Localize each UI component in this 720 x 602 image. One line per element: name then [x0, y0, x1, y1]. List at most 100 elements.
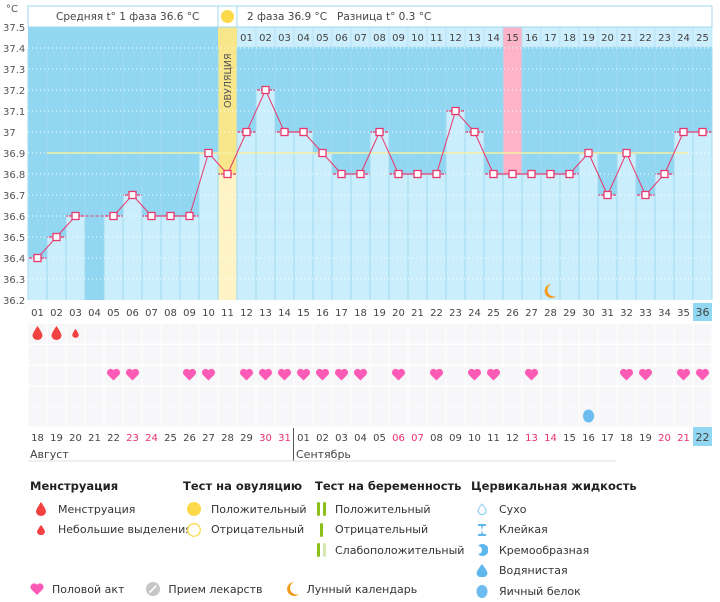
calendar-date-label: 20	[69, 433, 82, 444]
symptom-cell	[484, 387, 503, 407]
cycle-day-label: 02	[50, 308, 63, 319]
calendar-date-label: 05	[373, 433, 386, 444]
calendar-date-label: 16	[582, 433, 595, 444]
symptom-cell	[655, 407, 674, 427]
legend-item: Менструация	[58, 502, 136, 516]
cycle-day-label: 08	[164, 308, 177, 319]
cycle-day-label: 10	[202, 308, 215, 319]
temperature-bar	[66, 216, 85, 300]
symptom-cell	[636, 345, 655, 365]
temperature-bar	[256, 90, 275, 300]
symptom-cell	[674, 324, 693, 344]
symptom-cell	[560, 387, 579, 407]
y-tick-label: 36.3	[3, 275, 25, 286]
symptom-cell	[427, 345, 446, 365]
symptom-cell	[503, 324, 522, 344]
heart-icon	[30, 583, 44, 595]
legend-title: Цервикальная жидкость	[471, 479, 637, 493]
heart-icon	[467, 368, 482, 381]
symptom-cell	[370, 345, 389, 365]
symptom-cell	[465, 387, 484, 407]
symptom-cell	[427, 407, 446, 427]
temperature-point	[356, 169, 365, 179]
symptom-cell	[237, 345, 256, 365]
symptom-cell	[351, 345, 370, 365]
creamy-icon	[471, 544, 493, 557]
symptom-cell	[275, 387, 294, 407]
y-tick-label: 37.1	[3, 107, 25, 118]
calendar-date-label: 22	[696, 431, 710, 444]
calendar-date-label: 04	[354, 433, 367, 444]
symptom-cell	[522, 407, 541, 427]
y-tick-label: 36.7	[3, 191, 25, 202]
symptom-cell	[218, 345, 237, 365]
legend-item: Сухо	[499, 502, 527, 516]
legend-menstruation: Менструация Менструация Небольшие выделе…	[30, 479, 192, 540]
symptom-cell	[237, 324, 256, 344]
temperature-difference: Разница t° 0.3 °C	[337, 11, 431, 23]
sun-negative-icon	[183, 522, 205, 537]
temperature-line-segment	[588, 152, 608, 196]
symptom-cell	[389, 407, 408, 427]
symptom-cell	[465, 324, 484, 344]
legend-item: Отрицательный	[211, 523, 305, 537]
symptom-cell	[579, 387, 598, 407]
symptom-cell	[237, 407, 256, 427]
temperature-point	[109, 211, 118, 221]
calendar-date-label: 08	[430, 433, 443, 444]
temperature-point	[318, 148, 327, 158]
temperature-point	[242, 127, 251, 137]
temperature-bar	[617, 153, 636, 300]
phase2-day-label: 12	[449, 33, 462, 44]
temperature-bar	[693, 132, 712, 300]
calendar-date-label: 19	[50, 433, 63, 444]
temperature-bar	[313, 153, 332, 300]
temperature-point	[337, 169, 346, 179]
symptom-cell	[617, 407, 636, 427]
calendar-date-label: 15	[563, 433, 576, 444]
phase2-day-label: 06	[335, 33, 348, 44]
legend-other: Половой акт Прием лекарств Лунный календ…	[30, 581, 439, 597]
heart-icon	[315, 368, 330, 381]
calendar-date-label: 11	[487, 433, 500, 444]
calendar-date-label: 14	[544, 433, 557, 444]
temperature-point	[546, 169, 555, 179]
symptom-cell	[275, 345, 294, 365]
symptom-cell	[674, 407, 693, 427]
symptom-cell	[370, 366, 389, 386]
temperature-line-segment	[246, 89, 266, 133]
symptom-cell	[522, 387, 541, 407]
phase2-day-label: 08	[373, 33, 386, 44]
temperature-bar	[484, 174, 503, 300]
symptom-cell	[142, 366, 161, 386]
calendar-date-label: 06	[392, 433, 405, 444]
legend-item: Яичный белок	[499, 584, 581, 598]
phase2-day-label: 17	[544, 33, 557, 44]
temperature-bar	[294, 132, 313, 300]
heart-icon	[182, 368, 197, 381]
symptom-cell	[351, 387, 370, 407]
symptom-cell	[541, 324, 560, 344]
calendar-date-label: 18	[31, 433, 44, 444]
temperature-point	[432, 169, 441, 179]
temperature-point	[679, 127, 688, 137]
temperature-point	[33, 253, 42, 263]
temperature-line-segment	[360, 131, 380, 175]
y-tick-label: 36.5	[3, 233, 25, 244]
legend-item: Отрицательный	[335, 523, 429, 537]
cycle-day-label: 13	[259, 308, 272, 319]
temperature-bar	[389, 174, 408, 300]
heart-icon	[201, 368, 216, 381]
heart-icon	[106, 368, 121, 381]
test-faint-line-icon	[315, 543, 329, 558]
symptom-cell	[598, 324, 617, 344]
cycle-day-label: 09	[183, 308, 196, 319]
legend-item: Клейкая	[499, 523, 548, 537]
dry-icon	[471, 503, 493, 516]
legend-title: Менструация	[30, 479, 119, 493]
symptom-cell	[503, 345, 522, 365]
symptom-cell	[313, 324, 332, 344]
heart-icon	[638, 368, 653, 381]
calendar-date-label: 18	[620, 433, 633, 444]
symptom-cell	[28, 366, 47, 386]
